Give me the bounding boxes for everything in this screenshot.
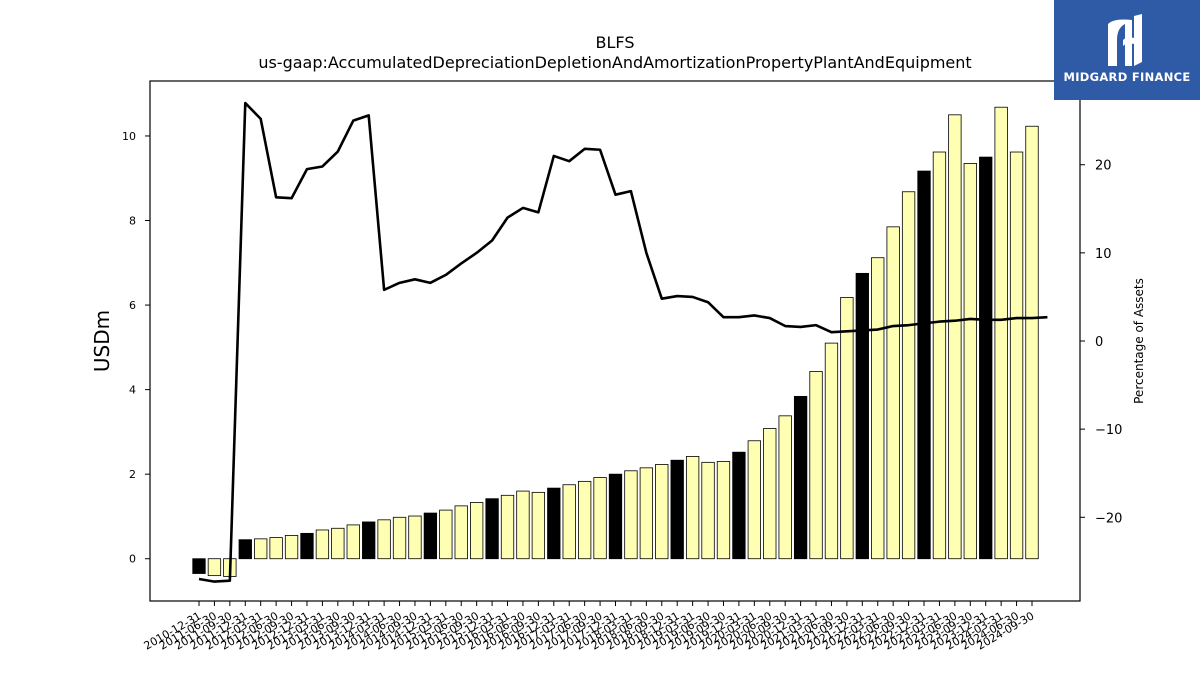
bar (531, 491, 546, 560)
bar (300, 532, 314, 560)
bar (824, 342, 839, 560)
bar (948, 114, 962, 560)
bar (547, 487, 561, 560)
bar (392, 516, 407, 560)
bar (747, 440, 761, 560)
bar (1009, 151, 1024, 560)
bar (809, 371, 823, 560)
bar (516, 490, 530, 560)
bar (624, 470, 638, 560)
y-tick-label: 10 (122, 130, 136, 143)
bar (670, 459, 684, 560)
chart-title: BLFS (596, 33, 635, 52)
bar (701, 461, 715, 560)
y-tick-label: 2 (129, 468, 136, 481)
bar (685, 456, 700, 560)
bar (917, 170, 931, 560)
bar (423, 512, 438, 560)
bar (408, 515, 422, 560)
bar (994, 106, 1008, 560)
y-axis-left: 0 2 4 6 8 10 (122, 130, 150, 566)
bar (470, 502, 484, 560)
bar (377, 519, 391, 560)
bar (1025, 125, 1039, 560)
bar (254, 538, 268, 560)
bar (732, 451, 746, 560)
bar (763, 428, 777, 560)
y2-axis-label: Percentage of Assets (1132, 278, 1146, 404)
y-tick-label: 0 (129, 553, 136, 566)
bar (284, 535, 299, 560)
bar (269, 537, 283, 560)
percentage-line (198, 101, 1048, 583)
bar (655, 464, 669, 560)
y2-tick-label: −10 (1095, 423, 1122, 438)
bar (485, 498, 499, 560)
y-tick-label: 8 (129, 215, 136, 228)
bar (963, 163, 977, 560)
x-axis: 2010-12-312011-06-302011-09-302011-12-31… (142, 601, 1037, 653)
bar (840, 297, 854, 560)
bar (593, 477, 607, 560)
bar (716, 461, 731, 560)
bar (207, 558, 222, 577)
midgard-finance-logo: MIDGARD FINANCE (1054, 0, 1200, 100)
bar (500, 494, 515, 560)
bar (346, 524, 360, 560)
bar (778, 415, 792, 560)
bar (886, 226, 900, 560)
bar (979, 156, 993, 560)
bar (871, 257, 885, 560)
bar (901, 191, 916, 560)
y-axis-label: USDm (90, 310, 114, 372)
y2-tick-label: 20 (1095, 159, 1112, 174)
bar (315, 529, 330, 560)
bar (608, 473, 623, 560)
logo-brand-name: MIDGARD FINANCE (1063, 70, 1191, 84)
bar (362, 521, 376, 560)
y-axis-right: −20 −10 0 10 20 (1080, 159, 1122, 526)
bar (639, 467, 653, 560)
y2-tick-label: 0 (1095, 335, 1103, 350)
midgard-logo-icon (1108, 14, 1142, 66)
bar (331, 527, 345, 560)
y2-tick-label: 10 (1095, 247, 1112, 262)
chart-subtitle: us-gaap:AccumulatedDepreciationDepletion… (258, 53, 971, 72)
bar (562, 484, 576, 560)
bar-series (192, 106, 1039, 577)
bar (454, 505, 468, 560)
bar (793, 395, 808, 560)
bar (932, 151, 947, 560)
bar (192, 558, 206, 574)
bar (578, 480, 592, 560)
bar (855, 272, 869, 560)
y-tick-label: 4 (129, 384, 136, 397)
bar (439, 509, 453, 560)
percentage-line-series (198, 101, 1048, 583)
y2-tick-label: −20 (1095, 511, 1122, 526)
bar (238, 539, 252, 560)
y-tick-label: 6 (129, 299, 136, 312)
